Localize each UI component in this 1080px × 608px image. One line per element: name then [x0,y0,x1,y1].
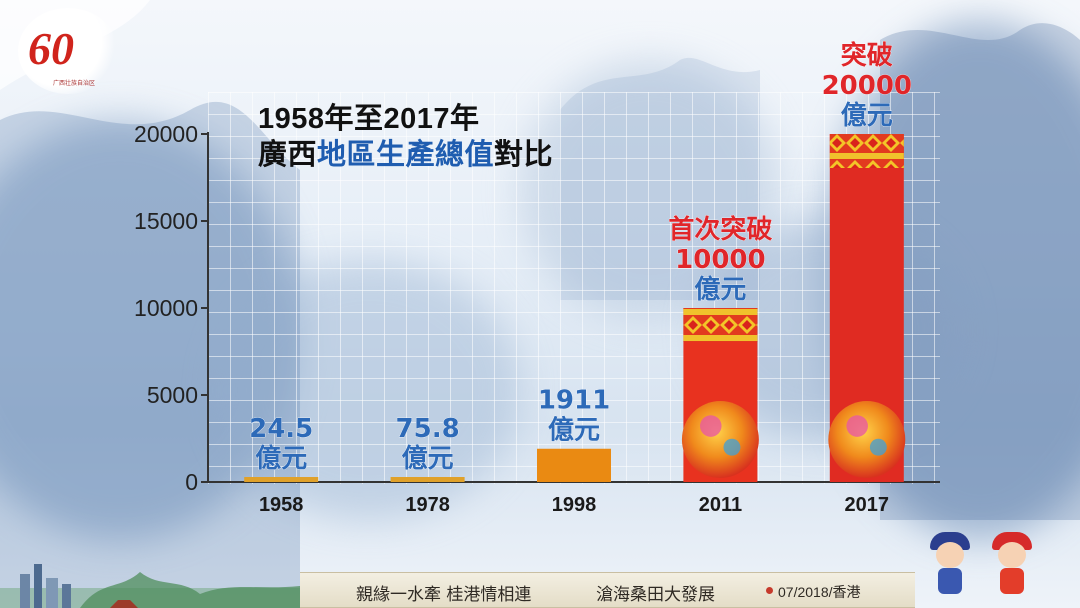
x-tick-label: 1958 [259,494,304,516]
logo-text: 广西壮族自治区 [52,80,95,87]
logo-mark: 60 [28,23,74,74]
mascot-boy-icon [930,532,970,596]
y-tick-label: 15000 [134,208,198,234]
slogan-primary: 親緣一水牽 桂港情相連 [356,585,532,605]
data-label: 75.8 [396,414,460,444]
unit-label: 億元 [402,444,454,474]
chart-title: 1958年至2017年 廣西地區生產總值對比 [258,101,553,173]
title-region: 廣西 [258,139,318,171]
bullet-dot-icon [766,587,773,594]
x-tick-label: 1978 [405,494,450,516]
y-tick-label: 10000 [134,295,198,321]
x-tick-label: 1998 [552,494,597,516]
footer-banner: 親緣一水牽 桂港情相連 滄海桑田大發展 07/2018/香港 [0,560,1080,608]
y-tick-label: 0 [185,469,198,495]
data-label: 10000 [675,245,765,275]
slogan-band [300,572,915,608]
embroidered-ball-petal [869,438,887,456]
data-label: 20000 [822,71,912,101]
embroidered-ball-petal [700,415,722,437]
embroidered-ball-icon [681,401,759,478]
unit-label: 億元 [255,444,307,474]
brocade-band [683,308,758,342]
y-tick-label: 5000 [147,382,198,408]
y-tick-label: 20000 [134,121,198,147]
slogan-secondary: 滄海桑田大發展 [596,585,715,605]
x-tick-label: 2017 [845,494,890,516]
embroidered-ball-petal [846,415,868,437]
unit-label: 億元 [694,275,746,305]
unit-label: 億元 [841,101,893,131]
brocade-band [829,134,904,168]
data-label: 24.5 [249,414,313,444]
title-line-2: 廣西地區生產總值對比 [258,137,553,173]
x-tick-label: 2011 [699,494,742,516]
title-metric: 地區生產總值 [317,139,495,171]
annotation-prefix: 首次突破 [668,214,772,245]
embroidered-ball-icon [828,401,906,478]
embroidered-ball-petal [723,438,741,456]
chart-grid [208,92,940,484]
logo-halo [18,8,118,94]
bar [390,477,465,482]
unit-label: 億元 [548,416,600,446]
mascot-girl-icon [992,532,1032,596]
title-suffix: 對比 [494,139,554,171]
bar [244,477,319,482]
annotation-prefix: 突破 [841,40,893,71]
date-location: 07/2018/香港 [778,584,861,600]
title-line-1: 1958年至2017年 [258,103,480,135]
anniversary-logo: 60 广西壮族自治区 [14,8,126,104]
bar [537,448,611,482]
data-label: 1911 [538,386,610,416]
hong-kong-skyline-icon [0,564,300,608]
